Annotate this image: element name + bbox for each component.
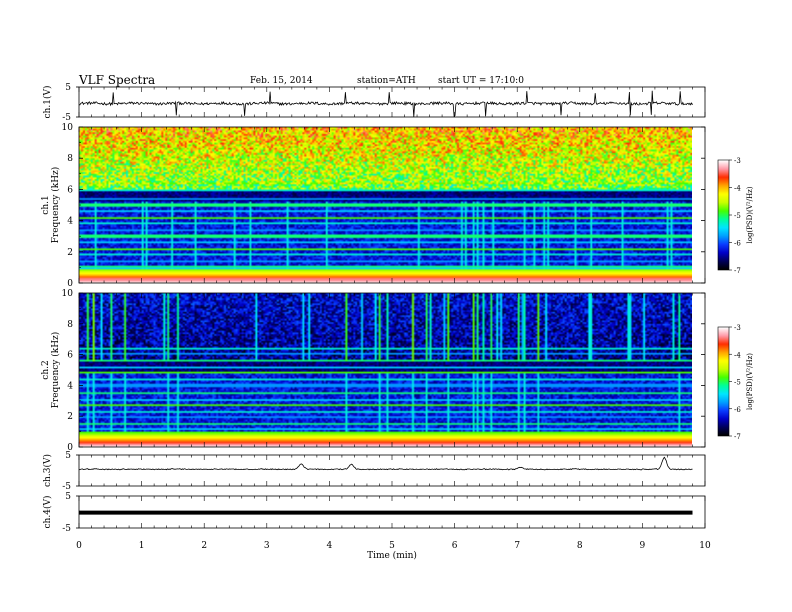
ch4-waveform-ytick-label: -5 <box>62 524 71 534</box>
xtick-label: 7 <box>514 541 520 551</box>
ch3-waveform-ytick-label: 5 <box>65 451 71 461</box>
ch1-spectrogram-ytick-label: 4 <box>67 217 73 227</box>
ch1-spectrogram-panel: 0 2 4 6 8 10 ch.1 Frequency (kHz) -3 -4 -5 -6 -7 log(… <box>41 123 754 289</box>
xtick-label: 0 <box>76 541 82 551</box>
ch1-spectrogram-ytick-label: 8 <box>67 154 73 164</box>
xtick-label: 4 <box>327 541 333 551</box>
ch1-spectrogram-colorbar-label: log(PSD)(V²/Hz) <box>746 186 754 243</box>
xtick-label: 3 <box>264 541 270 551</box>
date-label: Feb. 15, 2014 <box>250 76 313 86</box>
figure-title: VLF Spectra <box>79 73 156 87</box>
ch1-spectrogram-colorbar-tick-label: -7 <box>734 267 741 275</box>
ch3-waveform-ylabel: ch.3(V) <box>42 454 53 487</box>
time-axis: 0 1 2 3 4 5 6 7 8 9 10 Time (min) <box>76 87 711 561</box>
ch2-spectrogram-ytick-label: 6 <box>67 351 73 361</box>
ch1-spectrogram-colorbar-tick-label: -4 <box>734 185 741 193</box>
ch1-spectrogram-colorbar <box>718 160 729 270</box>
xtick-label: 5 <box>389 541 395 551</box>
ch2-spectrogram-colorbar-label: log(PSD)(V²/Hz) <box>746 353 754 410</box>
ch1-waveform-trace <box>79 90 693 118</box>
ch4-waveform-ylabel: ch.4(V) <box>42 496 53 529</box>
ch2-spectrogram-image <box>79 293 692 447</box>
ch1-waveform-ylabel: ch.1(V) <box>42 86 53 119</box>
ch1-spectrogram-colorbar-tick-label: -6 <box>734 240 741 248</box>
ch1-waveform-ytick-label: -5 <box>62 113 71 123</box>
start-time-label: start UT = 17:10:0 <box>438 76 524 86</box>
ch2-spectrogram-ylabel: Frequency (kHz) <box>50 332 61 409</box>
ch2-spectrogram-ytick-label: 2 <box>67 412 73 422</box>
xtick-label: 10 <box>699 541 711 551</box>
ch3-waveform-ytick-label: -5 <box>62 482 71 492</box>
ch1-waveform-ytick-label: 5 <box>65 83 71 93</box>
ch1-spectrogram-ytick-label: 10 <box>62 123 74 133</box>
ch3-waveform-trace <box>78 456 693 471</box>
ch1-spectrogram-ytick-label: 6 <box>67 185 73 195</box>
xtick-label: 6 <box>452 541 458 551</box>
ch2-spectrogram-colorbar <box>718 327 729 436</box>
ch2-spectrogram-ytick-label: 0 <box>67 443 73 453</box>
ch1-spectrogram-image <box>79 127 692 283</box>
xtick-label: 2 <box>201 541 207 551</box>
ch4-waveform-ytick-label: 5 <box>65 492 71 502</box>
x-axis-label: Time (min) <box>367 550 417 561</box>
ch1-spectrogram-colorbar-tick-label: -3 <box>734 157 741 165</box>
ch2-spectrogram-colorbar-tick-label: -6 <box>734 406 741 414</box>
ch1-spectrogram-ytick-label: 0 <box>67 279 73 289</box>
xtick-label: 8 <box>577 541 583 551</box>
ch1-spectrogram-colorbar-tick-label: -5 <box>734 212 741 220</box>
ch2-spectrogram-colorbar-tick-label: -4 <box>734 351 741 359</box>
ch1-spectrogram-ytick-label: 2 <box>67 248 73 258</box>
xtick-label: 1 <box>139 541 145 551</box>
station-label: station=ATH <box>357 76 416 86</box>
ch1-spectrogram-ylabel: Frequency (kHz) <box>50 167 61 244</box>
ch2-spectrogram-ylabel-channel: ch.2 <box>41 360 51 379</box>
ch2-spectrogram-ytick-label: 4 <box>67 381 73 391</box>
ch2-spectrogram-panel: 0 2 4 6 8 10 ch.2 Frequency (kHz) -3 -4 -5 -6 -7 log(… <box>41 289 754 453</box>
ch2-spectrogram-colorbar-tick-label: -3 <box>734 324 741 332</box>
ch1-spectrogram-ylabel-channel: ch.1 <box>41 195 51 214</box>
ch2-spectrogram-colorbar-tick-label: -5 <box>734 379 741 387</box>
xtick-label: 9 <box>640 541 646 551</box>
ch2-spectrogram-ytick-label: 10 <box>62 289 74 299</box>
ch2-spectrogram-ytick-label: 8 <box>67 320 73 330</box>
ch2-spectrogram-colorbar-tick-label: -7 <box>734 433 741 441</box>
